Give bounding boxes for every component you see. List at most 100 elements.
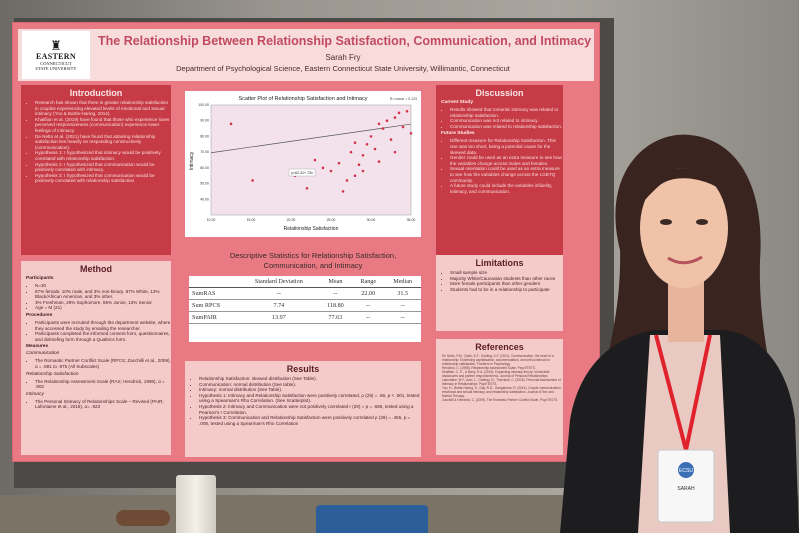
list-item: 3% Freshman, 29% Sophomore, 55% Junior, … <box>35 300 171 306</box>
list-item: Intimacy: normal distribution (See Table… <box>199 387 421 393</box>
list-item: The Relationship Assessment Scale (RAS; … <box>35 379 171 390</box>
scatter-r2: R² Linear = 0.123 <box>390 97 417 101</box>
table-row: SumPAIR 13.97 77.63 -- -- <box>189 311 421 324</box>
building-icon: ♜ <box>50 37 62 53</box>
current-study-label: Current Study <box>441 100 473 105</box>
fit-line <box>210 123 412 154</box>
list-item: Hypothesis 3: Communication and Relation… <box>199 415 421 426</box>
results-list: Relationship Satisfaction: skewed distri… <box>185 376 421 426</box>
poster-title: The Relationship Between Relationship Sa… <box>98 34 592 48</box>
scatter-point <box>349 150 353 154</box>
list-item: Khalifian et al. (2019) have found that … <box>35 117 171 134</box>
x-tick-label: 15.00 <box>247 218 256 222</box>
list-item: Hypothesis 2: Intimacy and Communication… <box>199 404 421 415</box>
list-item: Age = M (21) <box>35 305 171 311</box>
table-header: Standard Deviation <box>239 276 319 288</box>
scatter-point <box>405 109 409 113</box>
scatter-plot: Scatter Plot of Relationship Satisfactio… <box>185 91 421 237</box>
list-item: Participants were recruited through the … <box>35 320 171 331</box>
table-cell: -- <box>318 287 353 300</box>
table-cell: -- <box>352 311 385 324</box>
table-cell: -- <box>384 311 421 324</box>
communication-list: The Romantic Partner Conflict Scale (RPC… <box>21 358 171 369</box>
y-tick-label: 60.00 <box>200 166 209 170</box>
method-heading: Method <box>80 264 112 274</box>
scatter-point <box>313 158 317 162</box>
list-item: Hypothesis 1: Intimacy and Relationship … <box>199 393 421 404</box>
list-item: Hypothesis 3: I hypothesized that commun… <box>35 173 171 184</box>
poster-author: Sarah Fry <box>325 53 361 62</box>
list-item: More female participants than other gend… <box>450 281 563 287</box>
satisfaction-list: The Relationship Assessment Scale (RAS; … <box>21 379 171 390</box>
list-item: The Romantic Partner Conflict Scale (RPC… <box>35 358 171 369</box>
y-tick-label: 50.00 <box>200 182 209 186</box>
list-item: Hypothesis 2: I hypothesized that commun… <box>35 162 171 173</box>
limitations-heading: Limitations <box>475 258 524 268</box>
list-item: Participants completed the informed cons… <box>35 331 171 342</box>
scatter-point <box>251 179 254 182</box>
scatter-point <box>377 160 381 163</box>
list-item: 87% female, 10% male, and 3% non-binary.… <box>35 289 171 300</box>
scatter-point <box>321 166 325 170</box>
name-badge <box>657 449 715 523</box>
logo-line1: EASTERN <box>36 51 76 61</box>
table-cell: 13.97 <box>239 311 319 324</box>
list-item: N=30 <box>35 283 171 289</box>
poster-department: Department of Psychological Science, Eas… <box>176 64 510 73</box>
paper-cup <box>176 475 216 533</box>
current-study-list: Results showed that romantic intimacy wa… <box>436 107 563 129</box>
list-item: Majority White/Caucasian students than o… <box>450 276 563 282</box>
scatter-point <box>409 131 413 135</box>
intimacy-label: Intimacy <box>26 391 44 397</box>
list-item: Different measure for Relationship Satis… <box>450 138 563 155</box>
scatter-point <box>397 111 401 115</box>
introduction-panel: Introduction Research has shown that the… <box>21 85 171 255</box>
x-tick-label: 20.00 <box>287 218 296 222</box>
fit-label: y=62.31+.73x <box>291 171 313 175</box>
table-cell: 22.00 <box>352 287 385 300</box>
participants-label: Participants <box>26 276 54 281</box>
table-cell: 77.63 <box>318 311 353 324</box>
discussion-panel: Discussion Current Study Results showed … <box>436 85 563 273</box>
limitations-list: Small sample size Majority White/Caucasi… <box>436 270 563 292</box>
list-item: Hendrick, C. (1998). Relationship Assess… <box>442 366 536 370</box>
list-item: Communication was related to relationshi… <box>450 124 563 130</box>
smile <box>667 255 703 265</box>
scatter-point <box>393 150 397 154</box>
fit-label-box <box>288 168 316 177</box>
scatter-point <box>361 153 365 157</box>
x-tick-label: 35.00 <box>407 218 416 222</box>
x-tick-label: 30.00 <box>367 218 376 222</box>
badge-name: SARAH <box>677 486 695 492</box>
scatter-point <box>357 163 361 167</box>
scatter-points <box>229 109 413 193</box>
list-item: Relationship Satisfaction: skewed distri… <box>199 376 421 382</box>
research-poster: ♜ EASTERN CONNECTICUT STATE UNIVERSITY T… <box>12 22 600 462</box>
logo-line3: STATE UNIVERSITY <box>35 65 77 71</box>
satisfaction-label: Relationship Satisfaction <box>26 371 79 377</box>
scatter-point <box>345 179 349 182</box>
descriptive-table: Standard Deviation Mean Range Median Sum… <box>189 276 421 342</box>
scatter-point <box>353 141 357 145</box>
y-tick-label: 100.00 <box>198 103 209 107</box>
discussion-heading: Discussion <box>475 88 524 98</box>
table-header: Median <box>384 276 421 288</box>
descriptive-title: Descriptive Statistics for Relationship … <box>229 251 397 270</box>
list-item: Lafontaine, M.F., Azzi, L., Gabbay, N., … <box>442 378 561 386</box>
scatter-point <box>353 174 357 178</box>
right-eye <box>696 219 708 225</box>
future-studies-list: Different measure for Relationship Satis… <box>436 138 563 194</box>
logo-line2: CONNECTICUT <box>40 60 72 66</box>
x-tick-label: 25.00 <box>327 218 336 222</box>
y-tick-label: 80.00 <box>200 134 209 138</box>
scatter-point <box>381 127 385 130</box>
presenter-person: ECSU SARAH <box>560 134 799 533</box>
scatter-point <box>229 122 233 126</box>
list-item: The Personal Intimacy of Relationships S… <box>35 399 171 410</box>
scatter-title: Scatter Plot of Relationship Satisfactio… <box>238 96 367 102</box>
scatter-point <box>385 119 389 123</box>
shoe <box>116 510 170 526</box>
references-list: De Netto, P.M., Quek, K.F., Golding, K.F… <box>436 354 563 402</box>
results-heading: Results <box>286 364 320 374</box>
list-item: Hypothesis 1: I hypothesized that intima… <box>35 150 171 161</box>
